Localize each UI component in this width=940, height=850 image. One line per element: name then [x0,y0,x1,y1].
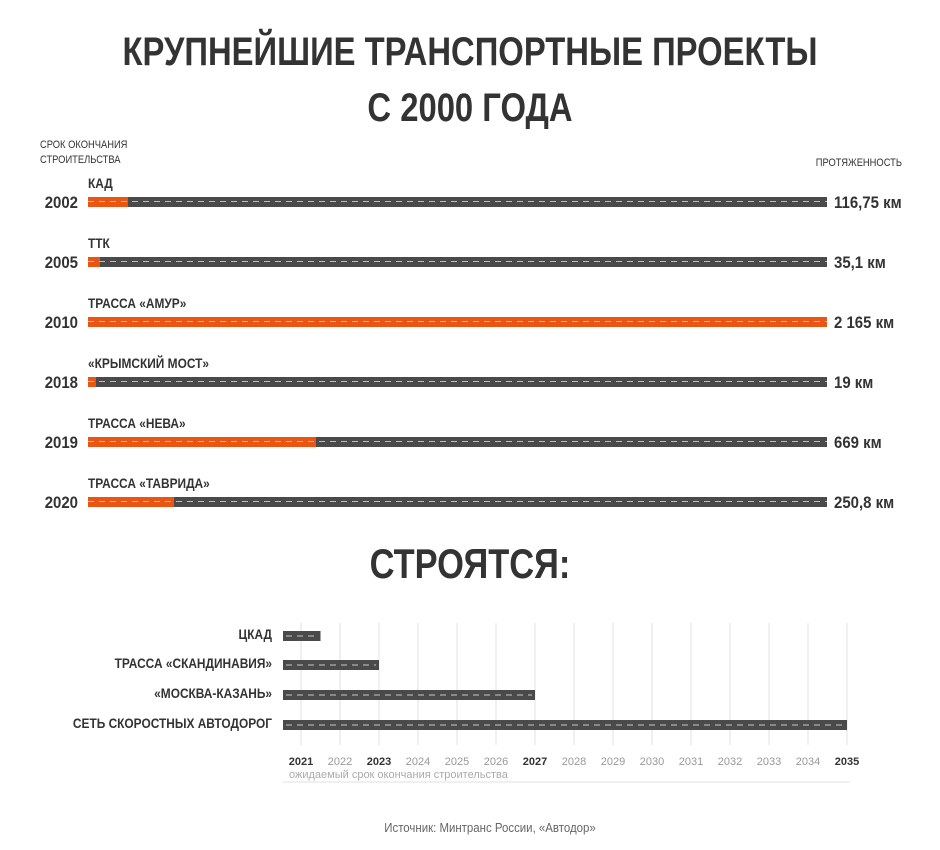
category-label: ТРАССА «СКАНДИНАВИЯ» [115,655,272,671]
category-label: «МОСКВА-КАЗАНЬ» [154,685,272,701]
road-dash-line-accent [88,261,100,262]
header-completion-label: СРОК ОКОНЧАНИЯ СТРОИТЕЛЬСТВА [40,138,159,168]
header-length-label: ПРОТЯЖЕННОСТЬ [815,157,902,169]
project-row: 2019 ТРАССА «НЕВА» 669 км [0,415,940,475]
x-tick-label: 2032 [718,756,742,768]
project-row: 2020 ТРАССА «ТАВРИДА» 250,8 км [0,475,940,535]
road-dash-line-accent [88,381,96,382]
road-dash-line [88,381,827,382]
project-name: ТТК [88,235,110,251]
project-row: 2010 ТРАССА «АМУР» 2 165 км [0,295,940,355]
x-tick-label: 2035 [835,756,859,768]
source-note: Источник: Минтранс России, «Автодор» [384,820,596,835]
x-tick-label: 2031 [679,756,703,768]
project-length-bar [88,497,174,507]
road-dash-line-accent [88,321,827,322]
project-length-track [88,317,827,327]
project-length-value: 116,75 км [834,193,902,212]
x-tick-label: 2028 [562,756,586,768]
x-tick-label: 2023 [367,756,391,768]
road-dash-line-accent [88,201,128,202]
project-row: 2005 ТТК 35,1 км [0,235,940,295]
x-axis-label: ожидаемый срок окончания строительства [289,769,509,781]
x-tick-label: 2025 [445,756,469,768]
section-title-under-construction: СТРОЯТСЯ: [369,540,571,587]
page-title-line2: С 2000 ГОДА [367,86,573,130]
project-length-track [88,497,827,507]
project-year: 2005 [44,253,78,272]
project-row: 2018 «КРЫМСКИЙ МОСТ» 19 км [0,355,940,415]
project-year: 2002 [44,193,78,212]
x-tick-label: 2026 [484,756,508,768]
project-length-value: 669 км [834,433,882,452]
header-completion-line1: СРОК ОКОНЧАНИЯ [40,139,128,151]
project-length-track [88,377,827,387]
project-year: 2019 [44,433,78,452]
project-length-bar [88,257,100,267]
project-name: ТРАССА «АМУР» [88,295,187,311]
project-length-track [88,197,827,207]
road-dash-line [88,201,827,202]
project-name: «КРЫМСКИЙ МОСТ» [88,355,210,371]
project-year: 2018 [44,373,78,392]
project-length-track [88,257,827,267]
x-tick-label: 2030 [640,756,664,768]
project-length-bar [88,197,128,207]
page-title: КРУПНЕЙШИЕ ТРАНСПОРТНЫЕ ПРОЕКТЫ [122,30,818,74]
x-tick-label: 2024 [406,756,430,768]
project-length-bar [88,377,96,387]
x-tick-label: 2027 [523,756,547,768]
project-row: 2002 КАД 116,75 км [0,175,940,235]
project-year: 2010 [44,313,78,332]
road-dash-line-accent [88,441,317,442]
project-length-track [88,437,827,447]
project-length-value: 19 км [834,373,874,392]
category-label: СЕТЬ СКОРОСТНЫХ АВТОДОРОГ [73,715,273,731]
category-label: ЦКАД [239,626,273,642]
x-tick-label: 2029 [601,756,625,768]
project-length-value: 35,1 км [834,253,886,272]
road-dash-line [88,441,827,442]
x-tick-label: 2022 [328,756,352,768]
project-length-bar [88,437,317,447]
road-dash-line [88,501,827,502]
project-name: ТРАССА «НЕВА» [88,415,186,431]
road-dash-line-accent [88,501,174,502]
road-dash-line [88,261,827,262]
project-year: 2020 [44,493,78,512]
x-tick-label: 2021 [289,756,313,768]
project-length-bar [88,317,827,327]
project-name: КАД [88,175,113,191]
header-completion-line2: СТРОИТЕЛЬСТВА [40,154,121,166]
x-tick-label: 2034 [796,756,820,768]
project-length-value: 2 165 км [834,313,895,332]
x-tick-label: 2033 [757,756,781,768]
construction-timeline-chart: ЦКАД ТРАССА «СКАНДИНАВИЯ» «МОСКВА-КАЗАНЬ» С… [73,623,859,783]
project-name: ТРАССА «ТАВРИДА» [88,475,210,491]
project-length-value: 250,8 км [834,493,895,512]
